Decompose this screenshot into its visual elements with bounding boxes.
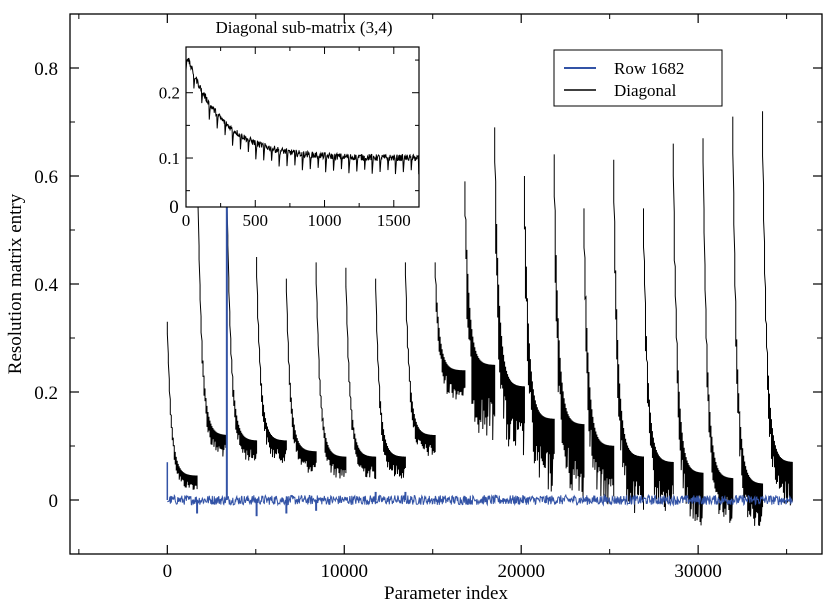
y-tick-label: 0 <box>49 491 59 512</box>
diagonal-block-3 <box>256 257 287 463</box>
y-tick-label: 0.2 <box>34 383 58 404</box>
diagonal-block-4 <box>285 278 317 473</box>
diagonal-block-20 <box>762 111 793 506</box>
stray-zero-label: 0 <box>169 197 179 218</box>
diagonal-block-2 <box>226 181 258 461</box>
inset-x-axis-ticks: 0 500 1000 1500 <box>182 47 411 230</box>
inset-y-tick-label: 0.2 <box>159 84 180 103</box>
inset-frame <box>185 46 420 208</box>
x-tick-label: 0 <box>163 561 173 582</box>
inset-diagonal-trace <box>185 57 420 175</box>
diagonal-block-0 <box>166 321 198 490</box>
x-axis-title: Parameter index <box>384 583 508 603</box>
y-tick-label: 0.4 <box>34 275 58 296</box>
inset-x-tick-label: 500 <box>243 211 269 230</box>
inset-x-tick-label: 1000 <box>308 211 342 230</box>
x-tick-label: 30000 <box>674 561 722 582</box>
inset-x-tick-label: 0 <box>182 211 191 230</box>
diagonal-block-5 <box>315 262 347 479</box>
inset-x-tick-label: 1500 <box>377 211 411 230</box>
diagonal-block-17 <box>672 143 704 526</box>
y-tick-label: 0.6 <box>34 167 58 188</box>
diagonal-block-19 <box>732 116 764 526</box>
inset-plot: 0 500 1000 1500 0.1 0.2 Diagonal sub-matrix … <box>159 18 420 230</box>
inset-y-axis-ticks: 0.1 0.2 <box>159 59 419 192</box>
inset-background <box>186 47 419 207</box>
diagonal-block-14 <box>583 208 615 505</box>
legend-label-diagonal: Diagonal <box>614 81 677 100</box>
main-plot: 0 10000 20000 30000 00.20.40.60.8 Parameter… <box>5 13 823 603</box>
legend-box <box>553 49 723 107</box>
inset-y-tick-label: 0.1 <box>159 149 180 168</box>
legend: Row 1682 Diagonal <box>553 49 723 107</box>
diagonal-block-10 <box>464 181 496 441</box>
x-tick-label: 20000 <box>497 561 545 582</box>
diagonal-block-7 <box>375 278 406 479</box>
diagonal-block-6 <box>345 267 377 479</box>
inset-series-diagonal <box>185 57 420 175</box>
row-1682-trace <box>167 493 793 507</box>
diagonal-block-8 <box>404 262 436 456</box>
series-row-1682 <box>166 154 793 517</box>
y-tick-label: 0.8 <box>34 59 58 80</box>
inset-title: Diagonal sub-matrix (3,4) <box>215 18 392 37</box>
diagonal-block-11 <box>494 127 525 456</box>
y-axis-ticks: 0 0.2 0.4 0.6 0.8 <box>34 13 822 555</box>
legend-label-row-1682: Row 1682 <box>614 59 684 78</box>
y-axis-title: Resolution matrix entry <box>5 193 26 374</box>
diagonal-block-16 <box>643 208 674 511</box>
diagonal-block-12 <box>523 176 555 492</box>
diagonal-block-1 <box>196 132 228 457</box>
diagonal-block-15 <box>613 159 644 514</box>
diagonal-block-9 <box>434 262 466 400</box>
diagonal-block-13 <box>553 154 585 499</box>
x-axis-ticks: 0 10000 20000 30000 <box>78 14 788 582</box>
x-tick-label: 10000 <box>321 561 369 582</box>
